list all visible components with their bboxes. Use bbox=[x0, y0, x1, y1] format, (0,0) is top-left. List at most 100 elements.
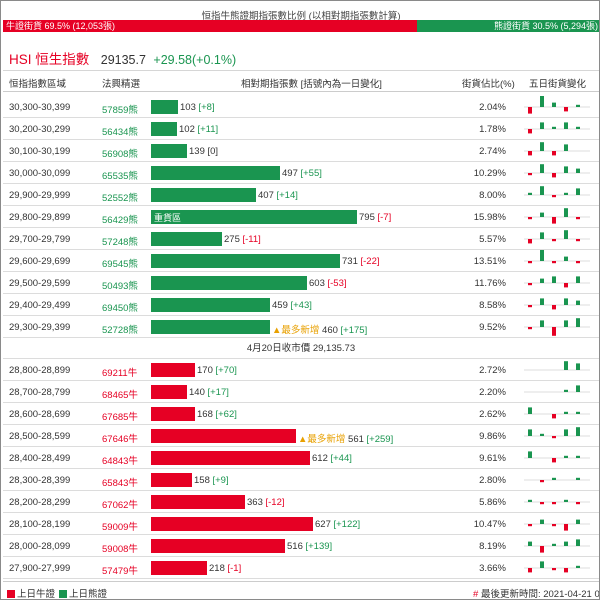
table-row[interactable]: 29,700-29,799 57248熊 275 [-11] 5.57% bbox=[3, 228, 599, 250]
contracts-value: 170 [+70] bbox=[197, 365, 237, 376]
sparkline-bar bbox=[528, 239, 532, 244]
sparkline-bar bbox=[576, 411, 580, 414]
table-row[interactable]: 28,300-28,399 65843牛 158 [+9] 2.80% bbox=[3, 469, 599, 491]
outstanding-pct: 9.52% bbox=[479, 322, 506, 333]
outstanding-pct: 13.51% bbox=[473, 256, 506, 267]
five-day-sparkline bbox=[524, 250, 590, 264]
sparkline-bar bbox=[528, 568, 532, 573]
warrant-code-link[interactable]: 57248熊 bbox=[102, 237, 138, 248]
header-code: 法興精選 bbox=[102, 79, 141, 90]
table-row[interactable]: 28,100-28,199 59009牛 627 [+122] 10.47% bbox=[3, 513, 599, 535]
five-day-sparkline bbox=[524, 499, 590, 505]
sparkline-bar bbox=[564, 568, 568, 573]
warrant-code-link[interactable]: 59008牛 bbox=[102, 544, 138, 555]
warrant-code-link[interactable]: 65843牛 bbox=[102, 478, 138, 489]
table-row[interactable]: 28,600-28,699 67685牛 168 [+62] 2.62% bbox=[3, 403, 599, 425]
daily-change: [+259] bbox=[366, 434, 394, 445]
warrant-code-link[interactable]: 65535熊 bbox=[102, 171, 138, 182]
range-cell: 28,200-28,299 bbox=[9, 497, 71, 508]
contracts-bar bbox=[151, 429, 296, 443]
sparkline-bar bbox=[576, 427, 580, 436]
daily-change: [-11] bbox=[242, 234, 261, 245]
warrant-code-link[interactable]: 64843牛 bbox=[102, 456, 138, 467]
sparkline-bar bbox=[540, 561, 544, 568]
warrant-code-link[interactable]: 67646牛 bbox=[102, 434, 138, 445]
sparkline-bar bbox=[528, 173, 532, 176]
table-row[interactable]: 30,100-30,199 56908熊 139 [0] 2.74% bbox=[3, 140, 599, 162]
warrant-code-link[interactable]: 52728熊 bbox=[102, 325, 138, 336]
sparkline-bar bbox=[564, 541, 568, 546]
sparkline-bar bbox=[552, 276, 556, 283]
index-name[interactable]: HSI 恒生指數 bbox=[9, 52, 90, 67]
table-row[interactable]: 29,800-29,899 56429熊 重貨區 795 [-7] 15.98% bbox=[3, 206, 599, 228]
table-row[interactable]: 30,300-30,399 57859熊 103 [+8] 2.04% bbox=[3, 96, 599, 118]
daily-change: [+11] bbox=[197, 124, 219, 135]
contracts-number: 170 bbox=[197, 365, 213, 376]
contracts-bar bbox=[151, 407, 195, 421]
warrant-code-link[interactable]: 56429熊 bbox=[102, 215, 138, 226]
sparkline-bar bbox=[540, 164, 544, 173]
range-cell: 27,900-27,999 bbox=[9, 563, 71, 574]
legend-bear-swatch bbox=[59, 590, 67, 598]
daily-change: [0] bbox=[207, 146, 219, 157]
table-row[interactable]: 28,800-28,899 69211牛 170 [+70] 2.72% bbox=[3, 359, 599, 381]
sparkline-bar bbox=[564, 429, 568, 436]
warrant-code-link[interactable]: 59009牛 bbox=[102, 522, 138, 533]
contracts-bar bbox=[151, 298, 270, 312]
table-row[interactable]: 29,400-29,499 69450熊 459 [+43] 8.58% bbox=[3, 294, 599, 316]
warrant-code-link[interactable]: 69450熊 bbox=[102, 303, 138, 314]
warrant-code-link[interactable]: 57479牛 bbox=[102, 566, 138, 577]
sparkline-bar bbox=[528, 217, 532, 220]
sparkline-bar bbox=[552, 151, 556, 156]
outstanding-pct: 9.61% bbox=[479, 453, 506, 464]
sparkline-bar bbox=[552, 502, 556, 505]
table-row[interactable]: 30,000-30,099 65535熊 497 [+55] 10.29% bbox=[3, 162, 599, 184]
outstanding-pct: 2.04% bbox=[479, 102, 506, 113]
daily-change: [+14] bbox=[276, 190, 298, 201]
sparkline-bar bbox=[576, 126, 580, 129]
warrant-code-link[interactable]: 69545熊 bbox=[102, 259, 138, 270]
table-row[interactable]: 28,200-28,299 67062牛 363 [-12] 5.86% bbox=[3, 491, 599, 513]
daily-change: [-53] bbox=[327, 278, 347, 289]
contracts-bar bbox=[151, 539, 285, 553]
warrant-code-link[interactable]: 67062牛 bbox=[102, 500, 138, 511]
warrant-code-link[interactable]: 57859熊 bbox=[102, 105, 138, 116]
table-row[interactable]: 29,900-29,999 52552熊 407 [+14] 8.00% bbox=[3, 184, 599, 206]
sparkline-bar bbox=[552, 568, 556, 571]
table-row[interactable]: 28,400-28,499 64843牛 612 [+44] 9.61% bbox=[3, 447, 599, 469]
warrant-code-link[interactable]: 50493熊 bbox=[102, 281, 138, 292]
sparkline-bar bbox=[552, 102, 556, 107]
warrant-code-link[interactable]: 56434熊 bbox=[102, 127, 138, 138]
daily-change: [-7] bbox=[377, 212, 392, 223]
sparkline-bar bbox=[552, 327, 556, 336]
sparkline-bar bbox=[528, 407, 532, 414]
table-row[interactable]: 28,700-28,799 68465牛 140 [+17] 2.20% bbox=[3, 381, 599, 403]
table-row[interactable]: 27,900-27,999 57479牛 218 [-1] 3.66% bbox=[3, 557, 599, 579]
table-row[interactable]: 28,000-28,099 59008牛 516 [+139] 8.19% bbox=[3, 535, 599, 557]
table-row[interactable]: 28,500-28,599 67646牛 ▲最多新增 561 [+259] 9.86% bbox=[3, 425, 599, 447]
range-cell: 29,500-29,599 bbox=[9, 278, 71, 289]
sparkline-bar bbox=[540, 519, 544, 524]
table-row[interactable]: 29,500-29,599 50493熊 603 [-53] 11.76% bbox=[3, 272, 599, 294]
sparkline-bar bbox=[564, 122, 568, 129]
sparkline-bar bbox=[540, 250, 544, 261]
table-row[interactable]: 29,300-29,399 52728熊 ▲最多新增 460 [+175] 9.52% bbox=[3, 316, 599, 338]
table-row[interactable]: 30,200-30,299 56434熊 102 [+11] 1.78% bbox=[3, 118, 599, 140]
warrant-code-link[interactable]: 68465牛 bbox=[102, 390, 138, 401]
contracts-value: 516 [+139] bbox=[287, 541, 332, 552]
outstanding-pct: 2.72% bbox=[479, 365, 506, 376]
warrant-code-link[interactable]: 52552熊 bbox=[102, 193, 138, 204]
sparkline-bar bbox=[552, 414, 556, 419]
warrant-code-link[interactable]: 67685牛 bbox=[102, 412, 138, 423]
contracts-value: 102 [+11] bbox=[179, 124, 218, 135]
sparkline-bar bbox=[552, 543, 556, 546]
warrant-code-link[interactable]: 56908熊 bbox=[102, 149, 138, 160]
range-cell: 30,300-30,399 bbox=[9, 102, 71, 113]
sparkline-bar bbox=[576, 168, 580, 173]
contracts-number: 218 bbox=[209, 563, 225, 574]
warrant-code-link[interactable]: 69211牛 bbox=[102, 368, 138, 379]
sparkline-bar bbox=[540, 278, 544, 283]
index-price: 29135.7 bbox=[100, 53, 146, 67]
table-row[interactable]: 29,600-29,699 69545熊 731 [-22] 13.51% bbox=[3, 250, 599, 272]
daily-change: [-22] bbox=[360, 256, 380, 267]
